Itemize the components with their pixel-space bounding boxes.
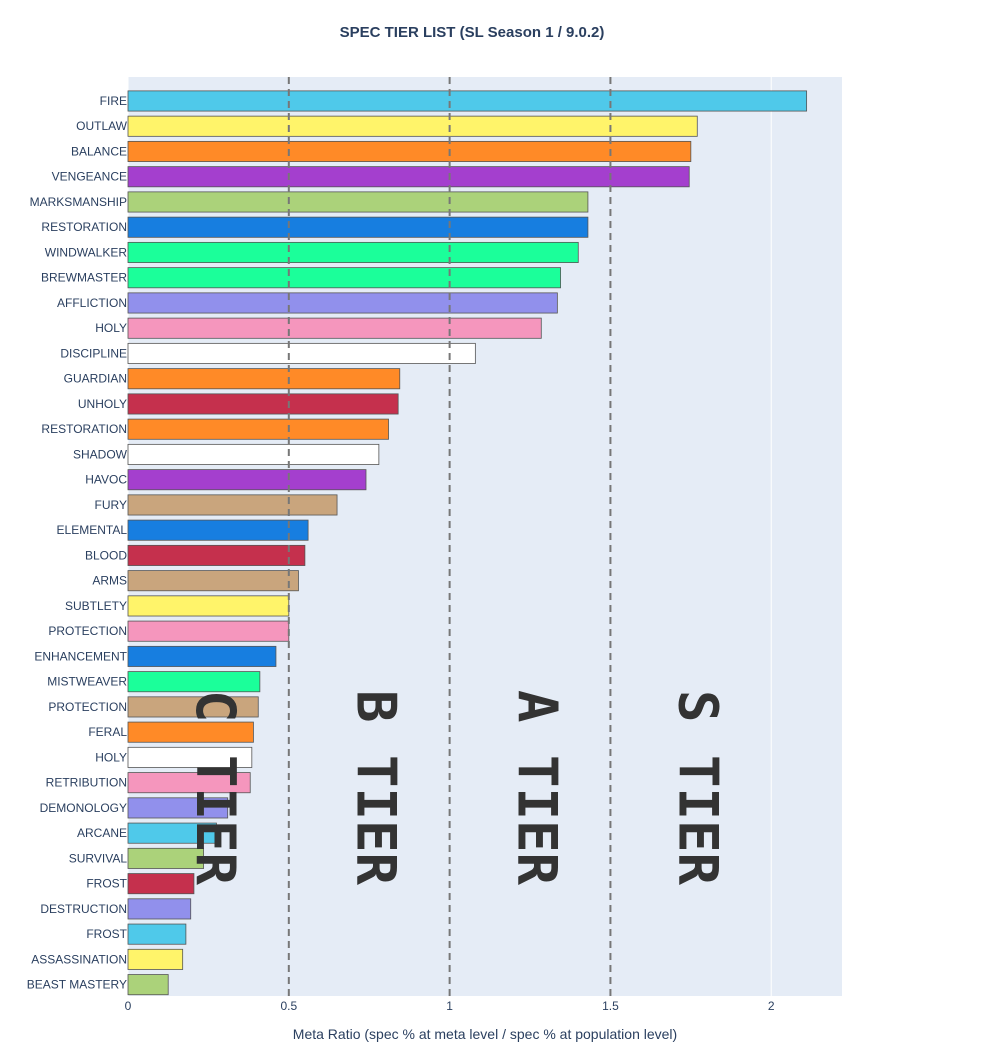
reference-lines	[287, 77, 612, 996]
y-tick-label: RETRIBUTION	[46, 776, 127, 790]
bar-frost	[127, 873, 195, 895]
y-tick-label: FURY	[95, 498, 127, 512]
bar-restoration	[127, 418, 389, 440]
y-tick-label: AFFLICTION	[57, 296, 127, 310]
bar-shadow	[127, 443, 380, 465]
y-tick-label: RESTORATION	[41, 422, 127, 436]
y-tick-label: SHADOW	[73, 447, 128, 461]
x-tick-label: 0	[125, 999, 132, 1013]
bar-demonology	[127, 797, 229, 819]
bar-holy	[127, 317, 542, 339]
y-tick-label: DISCIPLINE	[60, 346, 127, 360]
y-tick-label: SUBTLETY	[65, 599, 127, 613]
bar-restoration	[127, 216, 589, 238]
x-axis-tick-labels: 0 0.5 1 1.5 2	[125, 999, 775, 1013]
bar-frost	[127, 923, 187, 945]
bar-subtlety	[127, 595, 290, 617]
y-tick-label: ASSASSINATION	[31, 952, 127, 966]
y-tick-label: DESTRUCTION	[40, 902, 127, 916]
bar-vengeance	[127, 166, 690, 188]
bar-protection	[127, 620, 290, 642]
y-tick-label: HAVOC	[85, 473, 127, 487]
bars	[127, 90, 808, 996]
bar-elemental	[127, 519, 309, 541]
y-tick-label: FROST	[86, 877, 127, 891]
bar-unholy	[127, 393, 399, 415]
bar-windwalker	[127, 241, 579, 263]
y-tick-label: BREWMASTER	[41, 271, 127, 285]
y-tick-label: FERAL	[88, 725, 127, 739]
y-tick-label: GUARDIAN	[64, 372, 127, 386]
bar-retribution	[127, 772, 251, 794]
y-tick-label: BALANCE	[71, 144, 127, 158]
y-tick-label: PROTECTION	[48, 700, 127, 714]
bar-blood	[127, 544, 306, 566]
y-tick-label: HOLY	[95, 321, 127, 335]
tier-label: S TIER	[666, 690, 729, 886]
bar-fury	[127, 494, 338, 516]
tier-label: A TIER	[505, 690, 568, 886]
bar-holy	[127, 746, 253, 768]
y-tick-label: WINDWALKER	[45, 245, 128, 259]
y-tick-label: ELEMENTAL	[57, 523, 128, 537]
bar-feral	[127, 721, 254, 743]
bar-discipline	[127, 342, 476, 364]
y-tick-label: RESTORATION	[41, 220, 127, 234]
bar-survival	[127, 847, 204, 869]
bar-outlaw	[127, 115, 698, 137]
y-tick-label: MARKSMANSHIP	[30, 195, 127, 209]
y-tick-label: MISTWEAVER	[47, 675, 127, 689]
bar-fire	[127, 90, 808, 112]
tier-label: C TIER	[184, 690, 247, 886]
y-tick-label: ARCANE	[77, 826, 127, 840]
x-tick-label: 1.5	[602, 999, 619, 1013]
y-tick-label: SURVIVAL	[69, 851, 128, 865]
y-tick-label: DEMONOLOGY	[40, 801, 127, 815]
x-tick-label: 1	[446, 999, 453, 1013]
bar-affliction	[127, 292, 558, 314]
y-tick-label: VENGEANCE	[52, 170, 127, 184]
bar-enhancement	[127, 645, 277, 667]
y-tick-label: PROTECTION	[48, 624, 127, 638]
y-axis-tick-labels: FIRE OUTLAW BALANCE VENGEANCE MARKSMANSHIP RE…	[27, 94, 128, 992]
y-tick-label: ENHANCEMENT	[34, 649, 127, 663]
bar-marksmanship	[127, 191, 589, 213]
y-tick-label: BLOOD	[85, 548, 127, 562]
bar-mistweaver	[127, 671, 261, 693]
chart-title: SPEC TIER LIST (SL Season 1 / 9.0.2)	[340, 24, 605, 41]
tier-label: B TIER	[345, 690, 408, 886]
bar-balance	[127, 140, 692, 162]
bar-arms	[127, 570, 299, 592]
bar-protection	[127, 696, 259, 718]
y-tick-label: UNHOLY	[78, 397, 127, 411]
y-tick-label: OUTLAW	[76, 119, 128, 133]
y-tick-label: ARMS	[92, 574, 127, 588]
y-tick-label: FROST	[86, 927, 127, 941]
tier-labels: C TIER B TIER A TIER S TIER	[184, 690, 729, 886]
x-tick-label: 2	[768, 999, 775, 1013]
bar-beast-mastery	[127, 974, 169, 996]
bar-arcane	[127, 822, 217, 844]
y-tick-label: FIRE	[100, 94, 127, 108]
bar-destruction	[127, 898, 192, 920]
x-axis-title: Meta Ratio (spec % at meta level / spec …	[293, 1026, 677, 1042]
bar-assassination	[127, 948, 184, 970]
x-tick-label: 0.5	[280, 999, 297, 1013]
bar-havoc	[127, 469, 367, 491]
y-tick-label: BEAST MASTERY	[27, 978, 127, 992]
bar-guardian	[127, 368, 401, 390]
bar-brewmaster	[127, 267, 561, 289]
y-tick-label: HOLY	[95, 750, 127, 764]
